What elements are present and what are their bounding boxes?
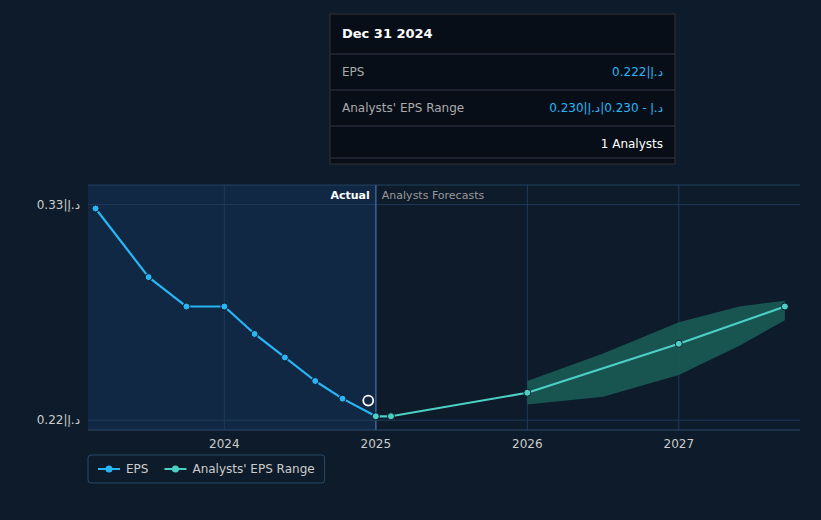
forecast-label: Analysts Forecasts: [382, 189, 485, 202]
grid: [88, 185, 800, 430]
point: [372, 413, 379, 420]
y-tick-label: 0.22|د.إ: [37, 413, 80, 427]
legend-label: EPS: [126, 462, 148, 476]
tooltip-separator: [330, 158, 675, 159]
tooltip-separator: [330, 54, 675, 55]
x-tick-label: 2024: [209, 437, 240, 451]
legend: EPS Analysts' EPS Range: [88, 455, 325, 483]
plot-data: [92, 185, 788, 430]
x-tick-label: 2025: [361, 437, 392, 451]
legend-marker: [106, 466, 113, 473]
x-grid-line: [678, 185, 679, 430]
tooltip-box: [330, 14, 675, 164]
point: [524, 389, 531, 396]
tooltip-footer: 1 Analysts: [601, 137, 663, 151]
tooltip-value: 0.230|د.إ - 0.230|د.إ: [549, 101, 663, 115]
tooltip-separator: [330, 90, 675, 91]
y-grid-line: [88, 420, 800, 421]
point: [675, 340, 682, 347]
point: [781, 303, 788, 310]
x-grid-line: [375, 185, 376, 430]
line: [376, 307, 785, 417]
top-axis-line: [88, 185, 800, 186]
y-tick-label: 0.33|د.إ: [37, 198, 80, 212]
legend-item: Analysts' EPS Range: [164, 462, 314, 476]
x-tick-label: 2026: [512, 437, 543, 451]
actual-region: [88, 185, 376, 430]
point: [92, 205, 99, 212]
point: [312, 378, 319, 385]
open-point: [363, 396, 373, 406]
point: [372, 413, 379, 420]
tooltip-separator: [330, 126, 675, 127]
line: [96, 209, 376, 417]
point: [251, 330, 258, 337]
tooltip-label: Analysts' EPS Range: [342, 101, 464, 115]
point: [387, 413, 394, 420]
y-grid-line: [88, 204, 800, 205]
legend-label: Analysts' EPS Range: [192, 462, 314, 476]
x-axis-line: [88, 429, 800, 430]
tooltip: Dec 31 2024 EPS 0.222|د.إ Analysts' EPS Ran…: [330, 14, 675, 164]
point: [183, 303, 190, 310]
tooltip-value: 0.222|د.إ: [612, 65, 663, 79]
legend-item: EPS: [98, 462, 148, 476]
point: [281, 354, 288, 361]
tooltip-title: Dec 31 2024: [342, 26, 433, 41]
x-tick-label: 2027: [664, 437, 695, 451]
range-area: [527, 301, 785, 405]
point: [221, 303, 228, 310]
tooltip-label: EPS: [342, 65, 364, 79]
actual-label: Actual: [331, 189, 370, 202]
point: [339, 395, 346, 402]
point: [145, 274, 152, 281]
legend-marker: [172, 466, 179, 473]
background: [0, 0, 821, 520]
divider-line: [375, 185, 377, 430]
legend-frame: [88, 455, 325, 483]
chart: 0.22|د.إ 0.33|د.إ 2024 2025 2026 2027 Actual An…: [0, 0, 821, 520]
